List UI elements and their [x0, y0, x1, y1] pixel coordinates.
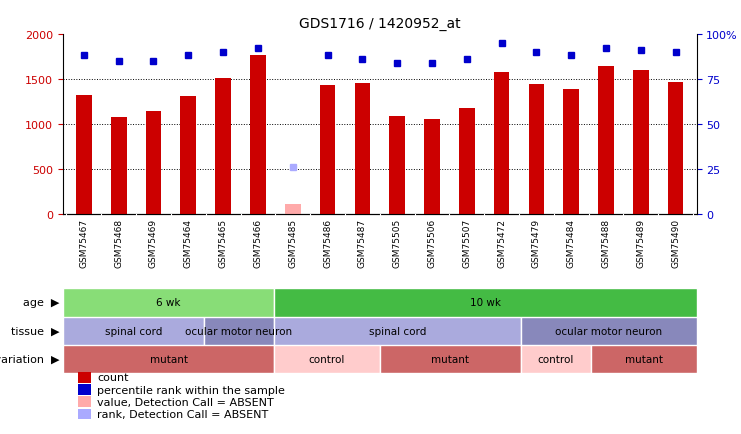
- Bar: [563, 90, 579, 215]
- Bar: [204, 317, 274, 345]
- Text: genotype/variation  ▶: genotype/variation ▶: [0, 354, 59, 364]
- Text: GSM75472: GSM75472: [497, 219, 506, 267]
- Bar: [63, 317, 204, 345]
- Bar: [181, 97, 196, 215]
- Bar: [668, 82, 683, 215]
- Text: GSM75505: GSM75505: [393, 219, 402, 268]
- Text: age  ▶: age ▶: [23, 298, 59, 308]
- Bar: [76, 96, 92, 215]
- Text: value, Detection Call = ABSENT: value, Detection Call = ABSENT: [97, 397, 274, 407]
- Text: GSM75506: GSM75506: [428, 219, 436, 268]
- Text: GSM75479: GSM75479: [532, 219, 541, 267]
- Bar: [379, 345, 520, 373]
- Text: GSM75464: GSM75464: [184, 219, 193, 267]
- Text: 10 wk: 10 wk: [470, 298, 501, 308]
- Bar: [633, 71, 648, 215]
- Text: GSM75488: GSM75488: [602, 219, 611, 267]
- Text: percentile rank within the sample: percentile rank within the sample: [97, 385, 285, 395]
- Text: mutant: mutant: [150, 354, 187, 364]
- Text: tissue  ▶: tissue ▶: [11, 326, 59, 336]
- Text: GSM75465: GSM75465: [219, 219, 227, 267]
- Bar: [494, 73, 509, 215]
- Text: ocular motor neuron: ocular motor neuron: [185, 326, 293, 336]
- Bar: [274, 289, 697, 317]
- Text: GSM75490: GSM75490: [671, 219, 680, 267]
- Bar: [250, 56, 266, 215]
- Text: GSM75487: GSM75487: [358, 219, 367, 267]
- Bar: [285, 205, 301, 215]
- Bar: [319, 86, 336, 215]
- Text: ocular motor neuron: ocular motor neuron: [555, 326, 662, 336]
- Text: spinal cord: spinal cord: [369, 326, 426, 336]
- Text: control: control: [309, 354, 345, 364]
- Bar: [598, 67, 614, 215]
- Bar: [528, 85, 544, 215]
- Bar: [274, 317, 520, 345]
- Text: GSM75466: GSM75466: [253, 219, 262, 267]
- Text: spinal cord: spinal cord: [104, 326, 162, 336]
- Text: mutant: mutant: [431, 354, 469, 364]
- Bar: [520, 317, 697, 345]
- Text: GSM75507: GSM75507: [462, 219, 471, 268]
- Bar: [459, 109, 475, 215]
- Bar: [111, 118, 127, 215]
- Bar: [146, 112, 162, 215]
- Bar: [63, 289, 274, 317]
- Text: GSM75485: GSM75485: [288, 219, 297, 267]
- Bar: [424, 119, 440, 215]
- Bar: [389, 117, 405, 215]
- Text: GSM75484: GSM75484: [567, 219, 576, 267]
- Text: GSM75468: GSM75468: [114, 219, 123, 267]
- Text: GSM75467: GSM75467: [79, 219, 88, 267]
- Bar: [63, 345, 274, 373]
- Bar: [216, 79, 231, 215]
- Text: GSM75469: GSM75469: [149, 219, 158, 267]
- Title: GDS1716 / 1420952_at: GDS1716 / 1420952_at: [299, 17, 461, 31]
- Text: count: count: [97, 373, 129, 382]
- Text: control: control: [537, 354, 574, 364]
- Bar: [274, 345, 380, 373]
- Text: rank, Detection Call = ABSENT: rank, Detection Call = ABSENT: [97, 409, 268, 419]
- Bar: [520, 345, 591, 373]
- Bar: [354, 83, 370, 215]
- Bar: [591, 345, 697, 373]
- Text: 6 wk: 6 wk: [156, 298, 181, 308]
- Text: GSM75489: GSM75489: [637, 219, 645, 267]
- Text: GSM75486: GSM75486: [323, 219, 332, 267]
- Text: mutant: mutant: [625, 354, 662, 364]
